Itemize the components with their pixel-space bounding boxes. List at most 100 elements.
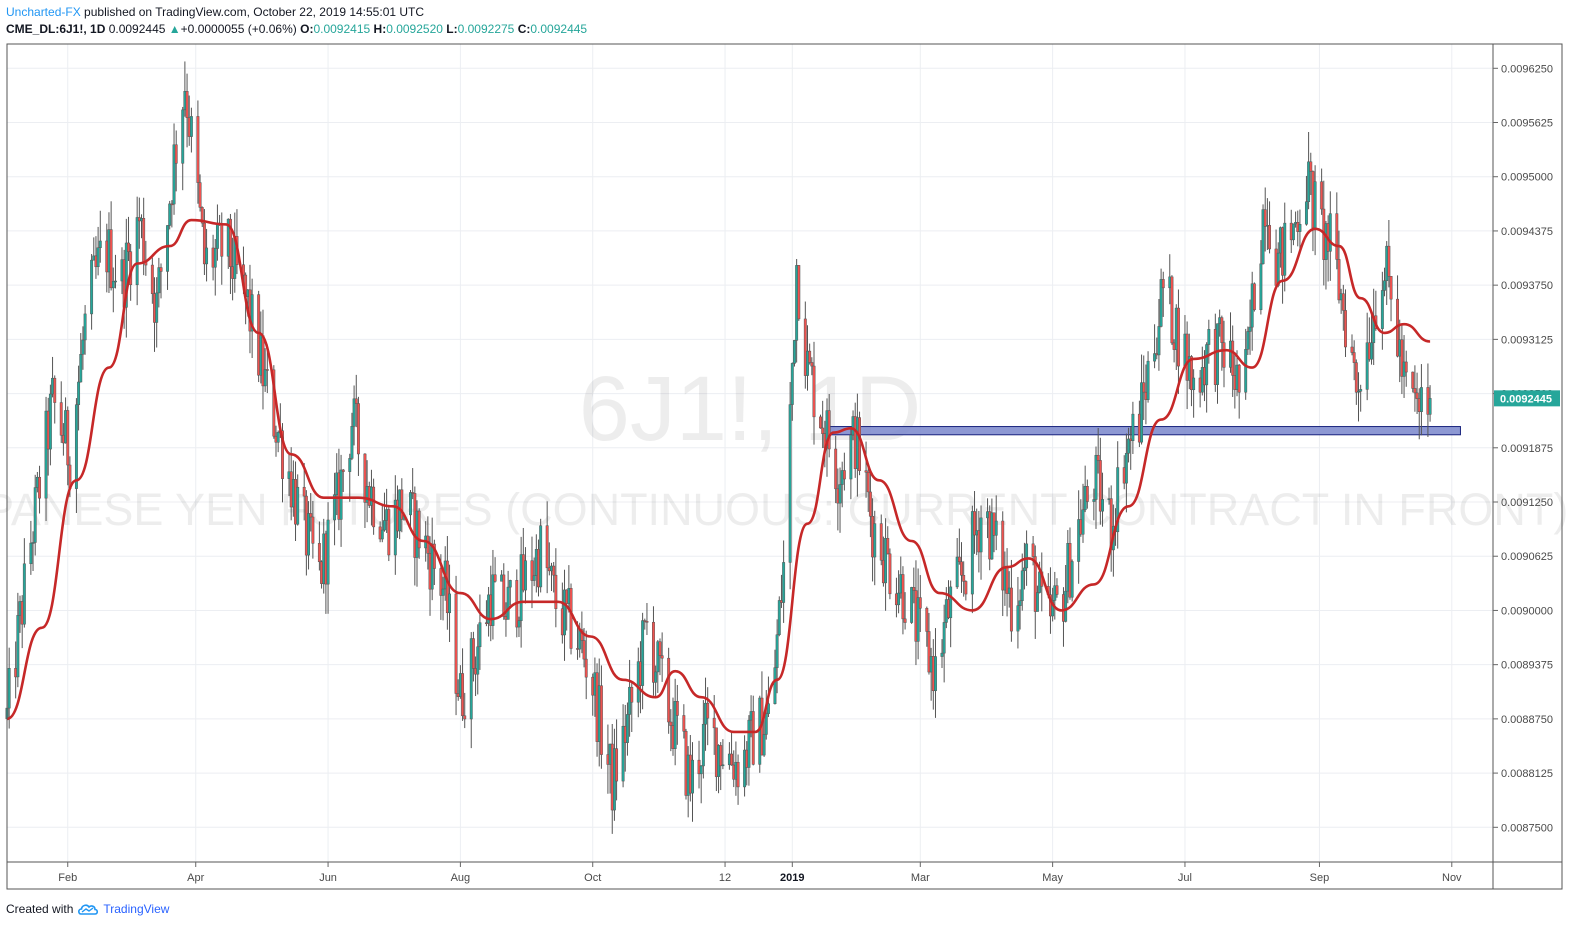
candle-body <box>842 470 846 480</box>
candle-body <box>656 641 660 673</box>
candle-body <box>1389 276 1393 300</box>
y-tick-label: 0.0088750 <box>1501 714 1553 726</box>
candle <box>1341 284 1345 331</box>
candle <box>1020 553 1024 611</box>
candle-body <box>205 247 209 265</box>
change-value: +0.0000055 (+0.06%) <box>180 22 297 36</box>
candle-body <box>910 587 914 623</box>
candle-body <box>265 369 269 371</box>
candle <box>903 592 907 630</box>
candle <box>584 630 588 700</box>
candle-body <box>1205 344 1209 386</box>
candle-body <box>250 294 254 332</box>
candle <box>1092 488 1096 521</box>
candle <box>1077 490 1081 584</box>
candle <box>461 648 465 721</box>
candle <box>721 739 725 770</box>
candle-body <box>1022 567 1026 572</box>
candle-body <box>918 597 922 609</box>
candle <box>927 612 931 675</box>
candle-body <box>903 618 907 623</box>
candle-body <box>942 622 946 654</box>
created-with-text: Created with <box>6 902 74 916</box>
candle-body <box>469 638 473 720</box>
candle <box>797 265 801 321</box>
candle-body <box>1352 352 1356 363</box>
candle <box>545 501 549 594</box>
candle-body <box>858 417 862 471</box>
candle <box>810 357 814 376</box>
candle <box>326 502 330 614</box>
x-tick-label: Jul <box>1178 872 1192 884</box>
candle-body <box>615 748 619 782</box>
candle-body <box>77 381 81 405</box>
candle <box>699 765 703 804</box>
y-tick-label: 0.0095625 <box>1501 118 1553 130</box>
candle <box>1411 371 1415 393</box>
price-axis[interactable]: 0.0096250 0.0095625 0.0095000 0.0094375 0.00… <box>1493 63 1553 834</box>
chart-frame <box>6 43 1563 890</box>
candle <box>189 107 193 153</box>
tradingview-brand[interactable]: TradingView <box>103 902 170 916</box>
candle <box>849 429 853 500</box>
candle <box>652 606 655 696</box>
candle <box>1252 282 1256 312</box>
candle-body <box>1276 252 1280 286</box>
candle <box>897 570 901 614</box>
candle <box>1344 289 1347 357</box>
candle <box>168 200 172 230</box>
candle <box>621 704 625 788</box>
candle <box>174 130 178 192</box>
candle-body <box>927 631 931 673</box>
candle-body <box>354 398 358 404</box>
candle-body <box>1081 509 1085 535</box>
candle <box>471 631 475 682</box>
candle-body <box>441 588 445 596</box>
candle <box>1309 152 1313 196</box>
author-link[interactable]: Uncharted-FX <box>6 5 81 19</box>
candle-body <box>96 247 100 268</box>
candle-body <box>940 652 944 657</box>
candle <box>706 687 710 746</box>
candle-body <box>1070 561 1074 598</box>
close-value: 0.0092445 <box>530 22 588 36</box>
symbol-label: CME_DL:6J1!, 1D <box>6 22 106 36</box>
candle-body <box>463 715 467 720</box>
candle-body <box>1216 323 1219 385</box>
candle-body <box>506 586 510 620</box>
candle-body <box>220 224 224 257</box>
y-tick-label: 0.0093750 <box>1501 280 1553 292</box>
candle-body <box>189 116 193 137</box>
candle-body <box>493 574 497 582</box>
x-tick-label: Feb <box>58 872 77 884</box>
candle-body <box>886 538 890 555</box>
candle <box>539 518 543 593</box>
candle <box>1035 585 1039 612</box>
candle <box>31 531 35 571</box>
candle <box>7 647 11 729</box>
candle-body <box>166 225 169 272</box>
time-axis[interactable]: Feb Apr Jun Aug Oct 12 2019 Mar May Jul Sep Nov <box>58 862 1462 884</box>
candle <box>719 742 723 791</box>
candle-body <box>517 620 521 628</box>
chart-header: Uncharted-FX published on TradingView.co… <box>6 4 587 38</box>
candle-body <box>363 453 367 503</box>
candle-body <box>1400 339 1404 377</box>
candle-body <box>957 556 961 562</box>
candle <box>554 548 558 628</box>
candle-body <box>530 560 534 581</box>
candle-body <box>1411 371 1415 389</box>
candle-body <box>582 640 586 660</box>
candle-body <box>400 489 404 520</box>
low-label: L: <box>446 22 458 36</box>
x-tick-label: Oct <box>584 872 601 884</box>
candle-body <box>797 265 801 320</box>
x-tick-label: 2019 <box>780 872 804 884</box>
candle-body <box>135 217 139 286</box>
x-tick-label: Nov <box>1442 872 1462 884</box>
candle-body <box>1263 209 1267 227</box>
x-tick-label: Apr <box>187 872 204 884</box>
candle-body <box>185 91 189 119</box>
candle <box>1040 552 1044 612</box>
